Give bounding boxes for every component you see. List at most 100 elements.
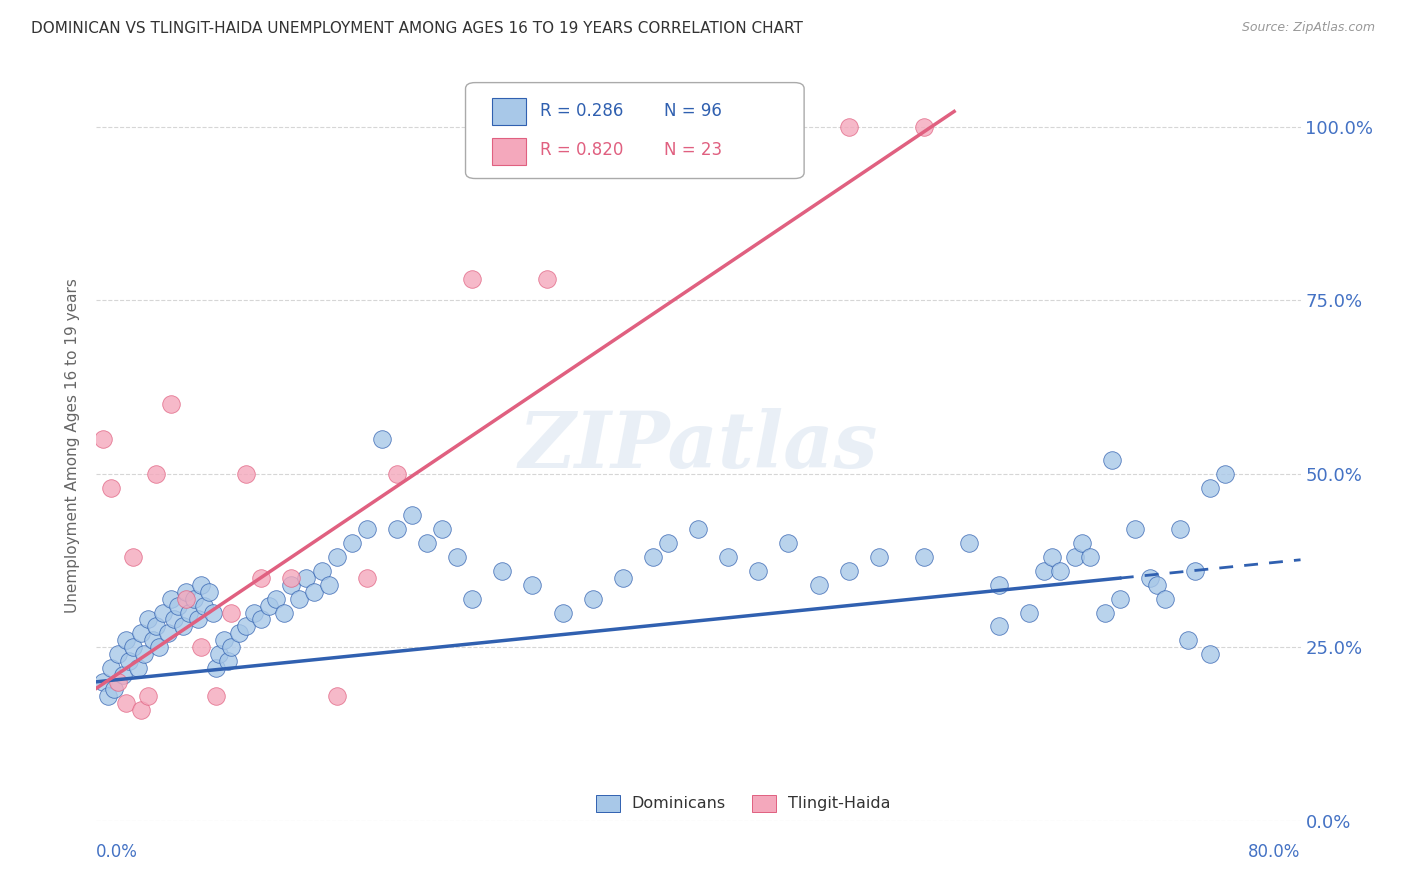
Point <box>100 481 122 495</box>
Point <box>416 536 439 550</box>
Point <box>235 467 257 481</box>
Point <box>988 619 1011 633</box>
Point <box>122 640 145 655</box>
Point <box>491 564 513 578</box>
Point <box>145 619 167 633</box>
Point <box>657 536 679 550</box>
Point <box>174 591 197 606</box>
Point <box>807 578 830 592</box>
Point <box>1213 467 1236 481</box>
Point <box>747 564 769 578</box>
Point <box>1094 606 1116 620</box>
Point <box>202 606 225 620</box>
Point <box>295 571 318 585</box>
Point <box>325 549 347 564</box>
Bar <box>492 98 526 125</box>
Point <box>340 536 363 550</box>
Point <box>145 467 167 481</box>
Point <box>266 591 288 606</box>
Point <box>371 432 394 446</box>
Point <box>356 522 378 536</box>
Point <box>612 571 634 585</box>
Text: Source: ZipAtlas.com: Source: ZipAtlas.com <box>1241 21 1375 34</box>
Point <box>187 612 209 626</box>
Point <box>148 640 170 655</box>
Point <box>288 591 311 606</box>
Point <box>1049 564 1071 578</box>
Bar <box>752 795 776 812</box>
Point <box>1071 536 1094 550</box>
Point <box>219 606 242 620</box>
Point <box>91 674 114 689</box>
Text: N = 23: N = 23 <box>665 141 723 160</box>
Point <box>988 578 1011 592</box>
Point <box>160 591 183 606</box>
Point <box>280 578 302 592</box>
Point <box>551 606 574 620</box>
Point <box>208 647 231 661</box>
Point <box>183 591 205 606</box>
Text: R = 0.286: R = 0.286 <box>540 102 624 120</box>
Point <box>160 397 183 411</box>
Point <box>163 612 186 626</box>
Point <box>582 591 605 606</box>
Point <box>100 661 122 675</box>
Point <box>1199 481 1222 495</box>
Point <box>136 689 159 703</box>
Point <box>250 571 273 585</box>
Point <box>522 578 544 592</box>
Point <box>1123 522 1146 536</box>
Point <box>536 272 558 286</box>
Text: N = 96: N = 96 <box>665 102 723 120</box>
Point <box>217 654 239 668</box>
Point <box>219 640 242 655</box>
Point <box>446 549 468 564</box>
Point <box>957 536 980 550</box>
Point <box>167 599 190 613</box>
Point <box>868 549 890 564</box>
Bar <box>492 138 526 165</box>
Point <box>1199 647 1222 661</box>
Point <box>228 626 250 640</box>
Point <box>127 661 149 675</box>
Point <box>156 626 179 640</box>
Point <box>205 689 228 703</box>
Point <box>318 578 340 592</box>
Point <box>1078 549 1101 564</box>
Point <box>1146 578 1168 592</box>
Point <box>280 571 302 585</box>
Point <box>686 522 709 536</box>
Point <box>107 647 129 661</box>
Point <box>1184 564 1206 578</box>
Text: DOMINICAN VS TLINGIT-HAIDA UNEMPLOYMENT AMONG AGES 16 TO 19 YEARS CORRELATION CH: DOMINICAN VS TLINGIT-HAIDA UNEMPLOYMENT … <box>31 21 803 36</box>
Point <box>91 432 114 446</box>
Point <box>177 606 200 620</box>
Point <box>114 633 136 648</box>
Point <box>197 584 219 599</box>
Point <box>912 120 935 134</box>
Point <box>385 522 408 536</box>
Point <box>142 633 165 648</box>
Point <box>97 689 120 703</box>
Point <box>461 591 484 606</box>
Point <box>132 647 155 661</box>
Point <box>172 619 194 633</box>
Point <box>1168 522 1191 536</box>
Point <box>118 654 141 668</box>
Point <box>174 584 197 599</box>
Bar <box>596 795 620 812</box>
Point <box>103 681 125 696</box>
Point <box>136 612 159 626</box>
Point <box>257 599 280 613</box>
Point <box>250 612 273 626</box>
Point <box>311 564 333 578</box>
Text: R = 0.820: R = 0.820 <box>540 141 624 160</box>
Text: ZIPatlas: ZIPatlas <box>519 408 877 484</box>
Text: 80.0%: 80.0% <box>1249 843 1301 861</box>
Point <box>1108 591 1130 606</box>
Point <box>152 606 174 620</box>
Point <box>1040 549 1063 564</box>
Point <box>356 571 378 585</box>
Point <box>325 689 347 703</box>
Point <box>273 606 295 620</box>
